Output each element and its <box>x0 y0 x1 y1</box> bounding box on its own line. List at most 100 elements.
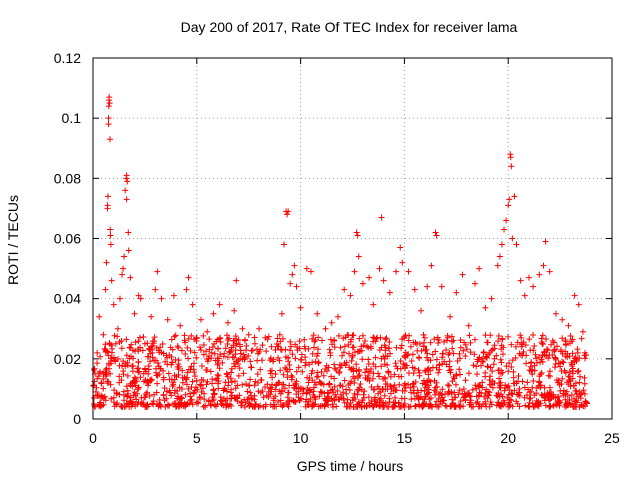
data-point <box>493 392 500 399</box>
data-point <box>554 398 561 405</box>
data-point <box>252 403 259 410</box>
data-point <box>331 375 338 382</box>
data-point <box>582 349 589 356</box>
data-point <box>548 341 555 348</box>
data-point <box>501 387 508 394</box>
data-point <box>544 347 551 354</box>
data-point <box>331 397 338 404</box>
data-point <box>581 380 588 387</box>
data-point <box>530 347 537 354</box>
data-point <box>108 358 115 365</box>
data-point <box>209 344 216 351</box>
data-point <box>362 369 369 376</box>
data-point <box>450 400 457 407</box>
data-point <box>141 394 148 401</box>
data-point <box>350 332 357 339</box>
data-point <box>405 268 412 275</box>
data-point <box>443 361 450 368</box>
data-point <box>433 388 440 395</box>
data-point <box>507 154 514 161</box>
data-point <box>482 353 489 360</box>
data-point <box>288 343 295 350</box>
data-point <box>495 338 502 345</box>
data-point <box>336 396 343 403</box>
data-point <box>396 381 403 388</box>
data-point <box>324 389 331 396</box>
data-point <box>95 373 102 380</box>
data-point <box>536 271 543 278</box>
data-point <box>572 354 579 361</box>
data-point <box>512 354 519 361</box>
data-point <box>456 350 463 357</box>
data-point <box>495 333 502 340</box>
data-point <box>408 389 415 396</box>
data-point <box>292 355 299 362</box>
data-point <box>328 319 335 326</box>
data-point <box>349 352 356 359</box>
data-point <box>298 395 305 402</box>
data-point <box>420 403 427 410</box>
data-point <box>314 310 321 317</box>
data-point <box>397 244 404 251</box>
data-point <box>496 402 503 409</box>
data-point <box>474 382 481 389</box>
data-point <box>485 391 492 398</box>
data-point <box>243 381 250 388</box>
data-point <box>409 351 416 358</box>
data-point <box>407 403 414 410</box>
data-point <box>128 399 135 406</box>
data-point <box>284 211 291 218</box>
data-point <box>420 331 427 338</box>
data-point <box>399 259 406 266</box>
data-point <box>240 351 247 358</box>
data-point <box>224 319 231 326</box>
data-point <box>139 399 146 406</box>
data-point <box>108 342 115 349</box>
data-point <box>129 347 136 354</box>
data-point <box>340 335 347 342</box>
data-point <box>348 357 355 364</box>
data-point <box>370 386 377 393</box>
data-point <box>481 393 488 400</box>
data-point <box>263 392 270 399</box>
data-point <box>105 378 112 385</box>
data-point <box>457 398 464 405</box>
data-point <box>555 398 562 405</box>
data-point <box>142 377 149 384</box>
data-point <box>147 358 154 365</box>
data-point <box>215 377 222 384</box>
data-point <box>302 362 309 369</box>
data-point <box>198 389 205 396</box>
data-point <box>578 335 585 342</box>
data-point <box>376 265 383 272</box>
data-point <box>217 338 224 345</box>
data-point <box>215 385 222 392</box>
data-point <box>462 396 469 403</box>
data-point <box>171 333 178 340</box>
data-point <box>356 335 363 342</box>
data-point <box>373 401 380 408</box>
data-point <box>275 379 282 386</box>
data-point <box>247 389 254 396</box>
data-point <box>140 370 147 377</box>
data-point <box>179 367 186 374</box>
data-point <box>385 368 392 375</box>
data-point <box>185 335 192 342</box>
data-point <box>185 355 192 362</box>
data-point <box>360 391 367 398</box>
data-point <box>104 205 111 212</box>
data-point <box>555 360 562 367</box>
data-point <box>248 347 255 354</box>
data-point <box>423 354 430 361</box>
data-point <box>221 350 228 357</box>
data-point <box>313 373 320 380</box>
data-point <box>228 369 235 376</box>
data-point <box>473 363 480 370</box>
data-point <box>287 338 294 345</box>
data-point <box>487 332 494 339</box>
data-point <box>196 344 203 351</box>
data-point <box>355 373 362 380</box>
data-point <box>313 381 320 388</box>
data-point <box>145 379 152 386</box>
data-point <box>476 392 483 399</box>
